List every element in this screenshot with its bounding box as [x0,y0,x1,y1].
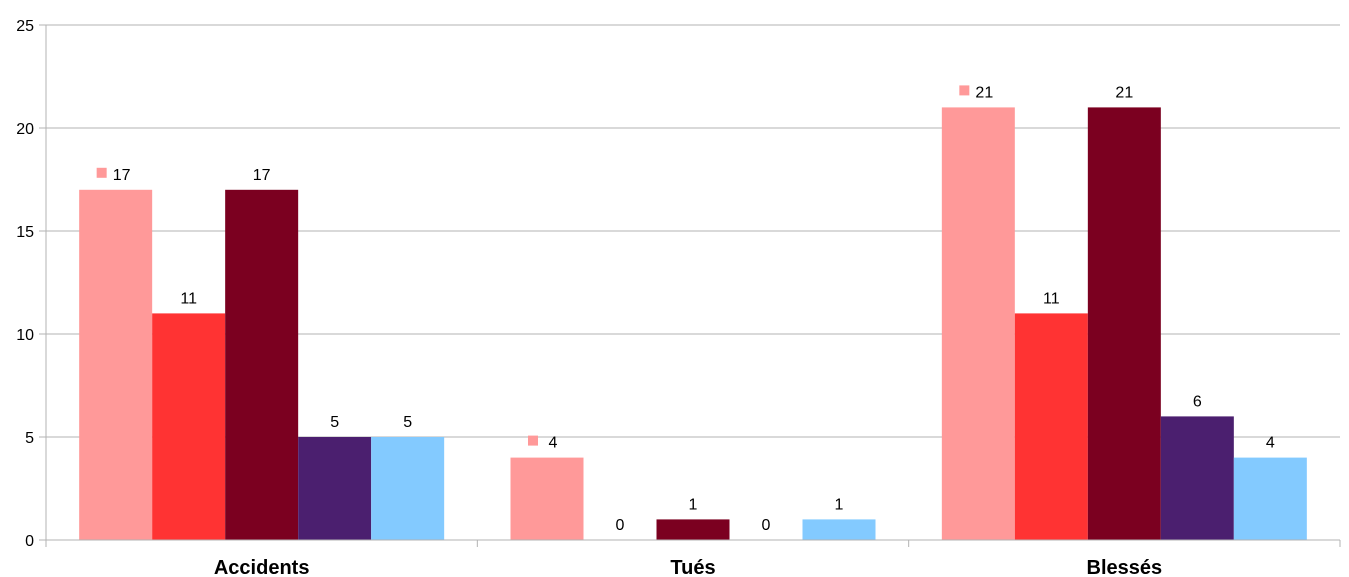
y-tick-label: 10 [16,327,34,344]
category-labels: Accidents Tués Blessés [214,557,1162,577]
bar [298,437,372,540]
data-label: 21 [975,84,993,101]
bar [656,519,730,540]
bar [371,437,445,540]
bar [510,457,584,540]
y-tick-label: 20 [16,121,34,138]
bar [941,107,1015,541]
y-tick-label: 15 [16,224,34,241]
bar [1160,416,1234,540]
bars [79,107,1307,541]
data-label: 4 [1266,435,1275,452]
data-label: 0 [762,517,771,534]
data-label: 6 [1193,393,1202,410]
data-label: 1 [689,496,698,513]
data-label: 17 [113,167,131,184]
data-label: 0 [616,517,625,534]
bar [225,189,299,541]
data-label: 17 [253,167,271,184]
x-category-label: Blessés [1087,557,1163,577]
data-label: 4 [549,435,558,452]
data-label: 1 [835,496,844,513]
data-label: 5 [330,414,339,431]
bar [152,313,226,540]
x-category-label: Tués [670,557,715,577]
axes [45,25,1341,547]
y-axis-tick-labels: 0 5 10 15 20 25 [16,18,34,550]
bar [1087,107,1161,541]
legend-key-swatch [96,167,107,178]
bar [1014,313,1088,540]
data-labels: 17 11 17 5 5 4 0 1 0 1 21 11 21 6 4 [96,84,1275,534]
data-label: 21 [1115,84,1133,101]
x-category-label: Accidents [214,557,310,577]
bar [1233,457,1307,540]
data-label: 11 [1043,290,1060,307]
legend-key-swatch [959,85,970,96]
y-tick-label: 5 [25,430,34,447]
bar [802,519,876,540]
data-label: 11 [180,290,197,307]
y-tick-label: 25 [16,18,34,35]
bar [79,189,153,541]
y-tick-label: 0 [25,533,34,550]
legend-key-swatch [528,435,538,446]
data-label: 5 [403,414,412,431]
